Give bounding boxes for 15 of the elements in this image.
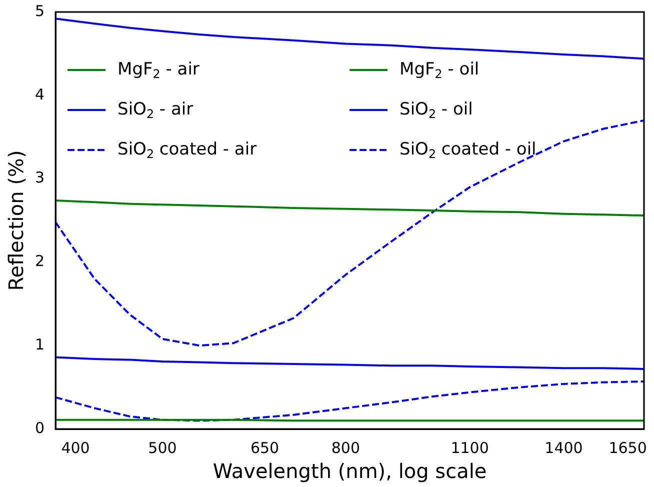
x-tick-label: 400	[61, 438, 90, 457]
x-axis-title: Wavelength (nm), log scale	[212, 459, 487, 484]
x-tick-label: 1100	[450, 438, 489, 457]
y-axis-title: Reflection (%)	[4, 150, 28, 291]
x-tick-label: 650	[250, 438, 280, 457]
x-tick-label: 500	[148, 438, 177, 457]
y-tick-label: 3	[34, 168, 45, 187]
y-tick-label: 2	[34, 252, 45, 270]
x-tick-label: 1650	[608, 438, 647, 457]
y-tick-label: 0	[34, 418, 45, 437]
y-tick-label: 1	[34, 335, 45, 354]
x-tick-label: 1400	[544, 438, 583, 457]
y-tick-label: 4	[34, 85, 45, 104]
x-tick-label: 800	[331, 438, 360, 457]
y-tick-label: 5	[34, 2, 45, 20]
